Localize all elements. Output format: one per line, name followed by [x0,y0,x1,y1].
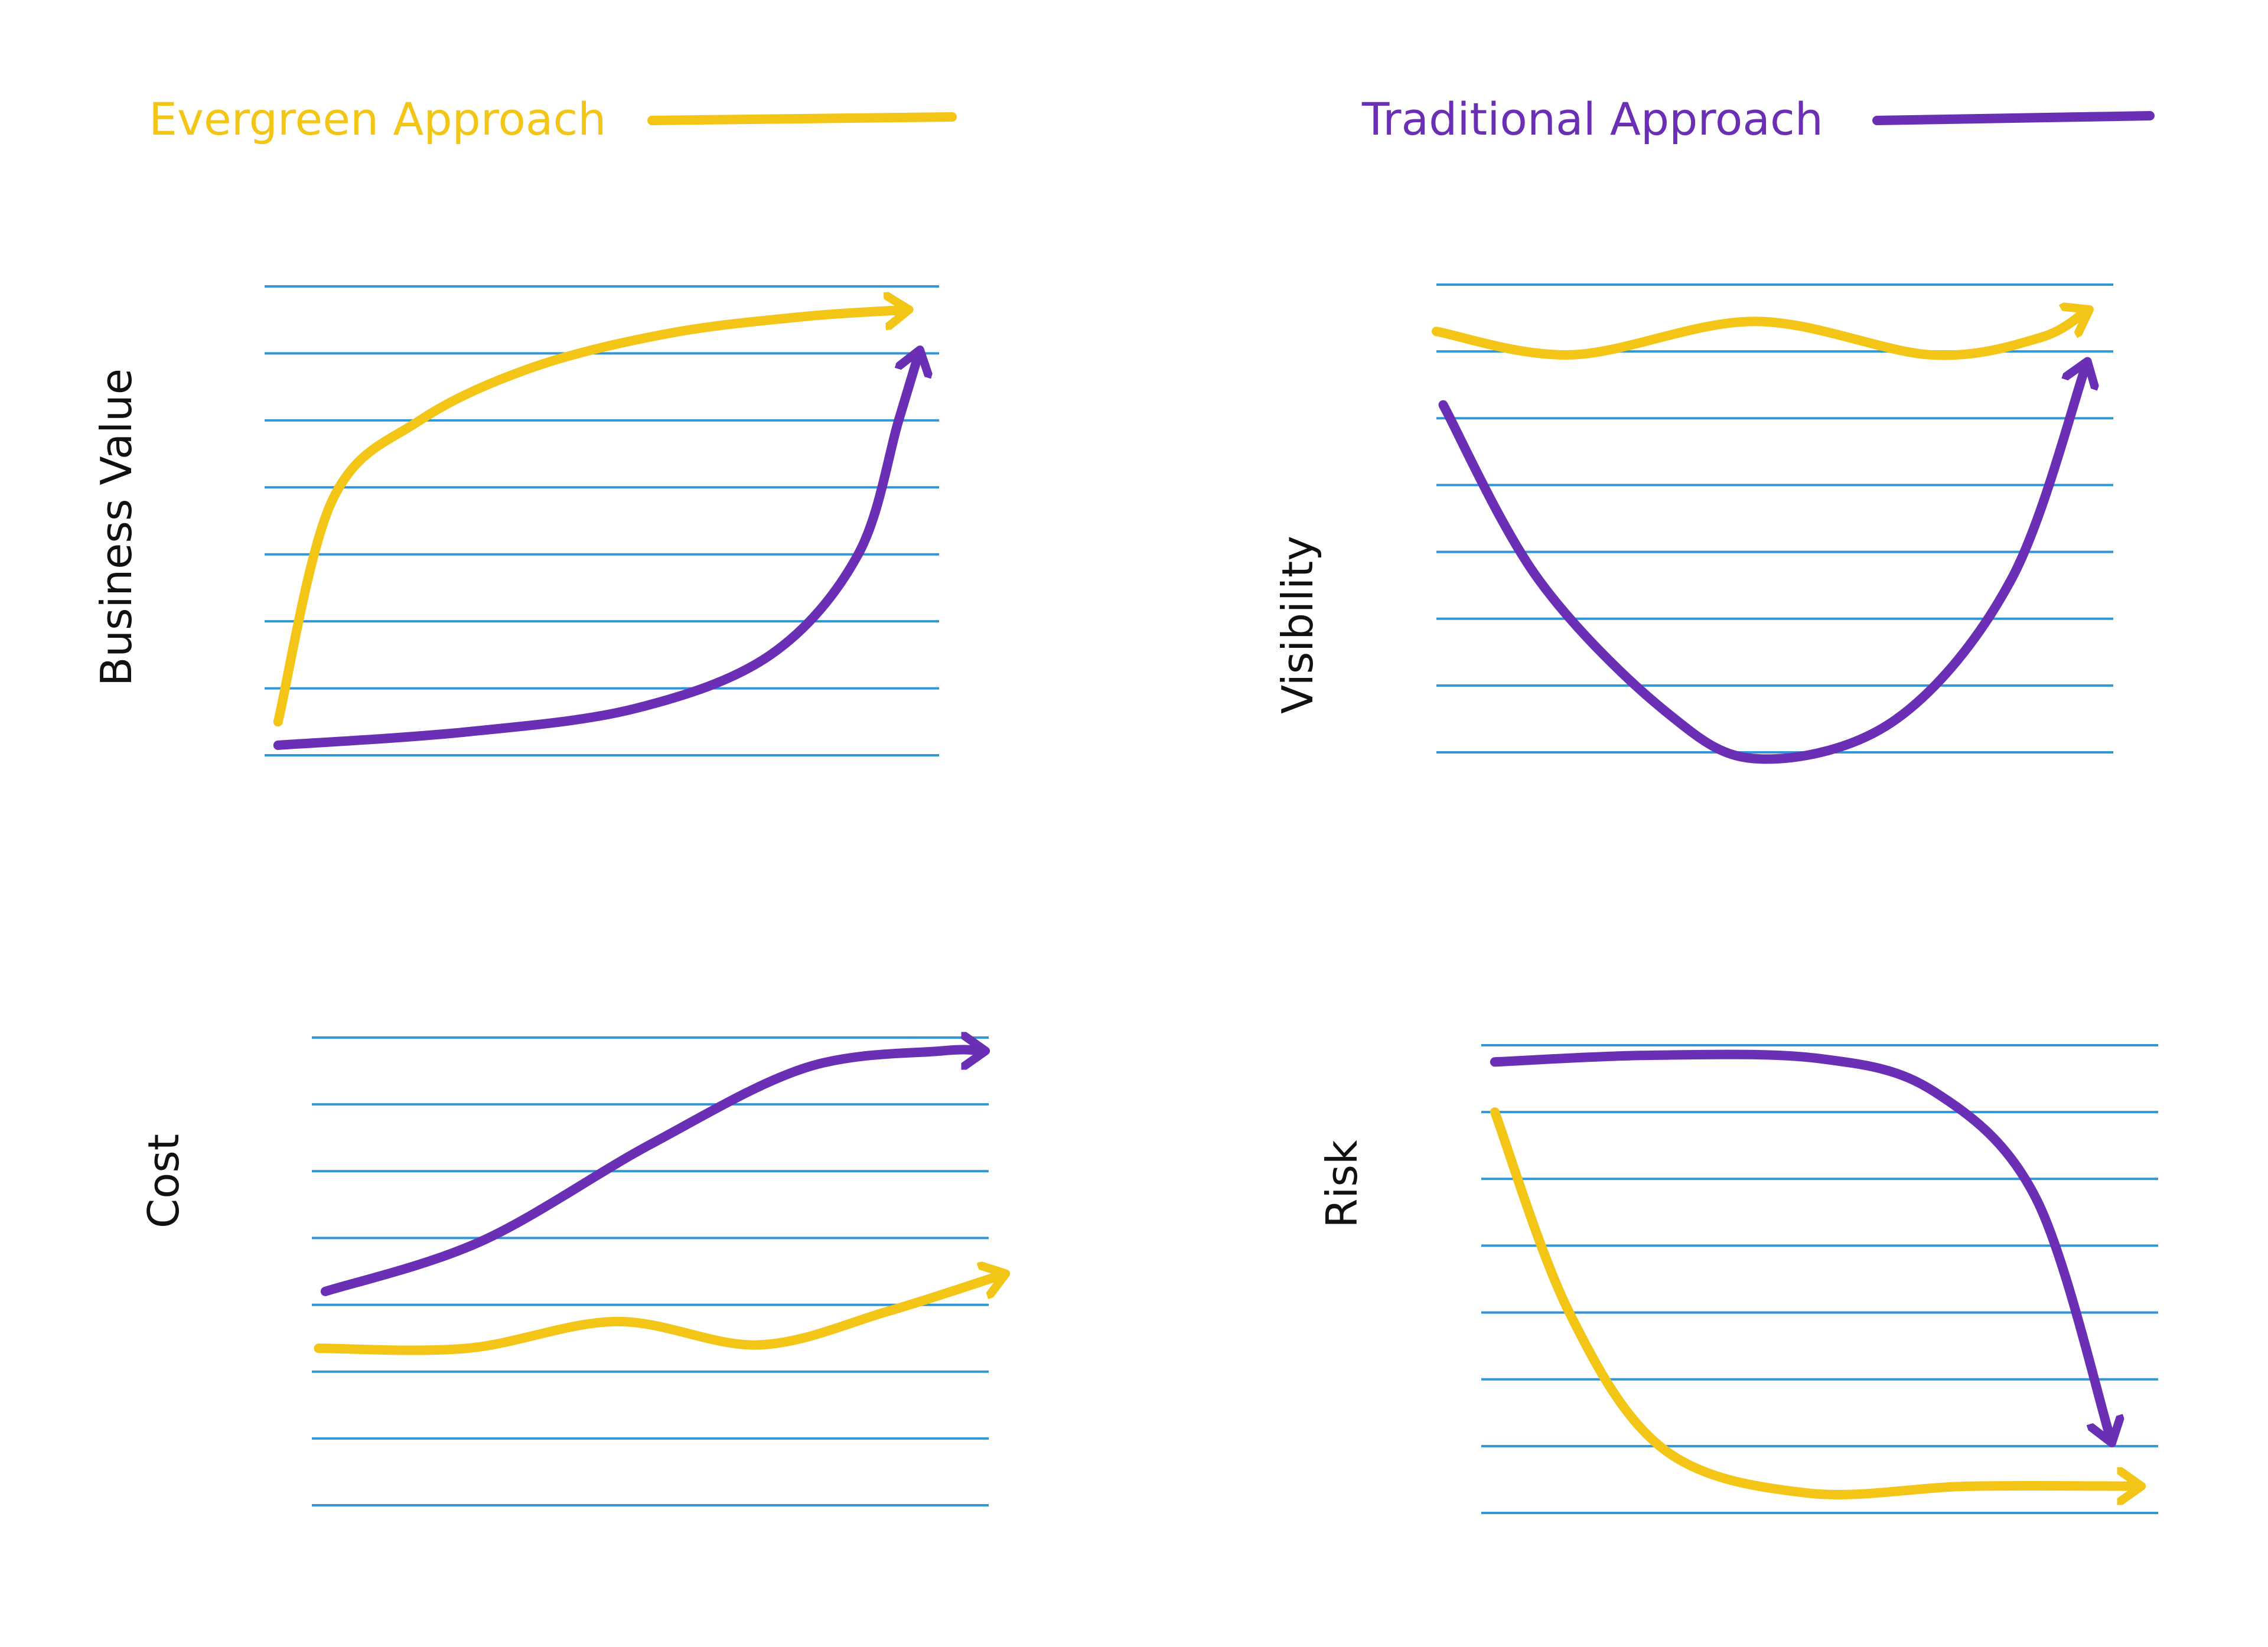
series-line-traditional [320,1050,982,1296]
y-axis-label-business-value: Business Value [92,368,141,686]
gridlines [1481,1044,2158,1514]
series-line-traditional [273,353,919,750]
gridlines [265,285,939,756]
y-axis-label-risk: Risk [1317,1140,1367,1228]
legend: Evergreen Approach Traditional Approach [149,93,2155,145]
legend-swatch-traditional [1872,111,2155,125]
y-axis-label-cost: Cost [139,1134,188,1228]
legend-item-evergreen: Evergreen Approach [149,93,957,145]
series [273,310,919,750]
legend-swatch-evergreen [647,112,957,125]
series [314,1050,1002,1355]
risk-chart: Risk [1317,1044,2158,1514]
legend-item-traditional: Traditional Approach [1361,93,2155,145]
business-value-chart: Business Value [92,285,939,756]
legend-label-traditional: Traditional Approach [1361,93,1823,145]
series-line-evergreen [1490,1107,2138,1495]
gridlines [1436,283,2113,754]
series-line-evergreen [314,1275,1002,1355]
series-line-evergreen [273,310,905,727]
gridlines [312,1036,989,1506]
cost-chart: Cost [139,1036,1002,1506]
series-line-traditional [1438,365,2087,764]
y-axis-label-visibility: Visibility [1273,536,1322,714]
series-line-evergreen [1432,311,2086,360]
legend-label-evergreen: Evergreen Approach [149,93,606,145]
series [1432,311,2087,764]
series [1490,1049,2138,1495]
series-line-traditional [1490,1049,2111,1440]
visibility-chart: Visibility [1273,283,2113,764]
